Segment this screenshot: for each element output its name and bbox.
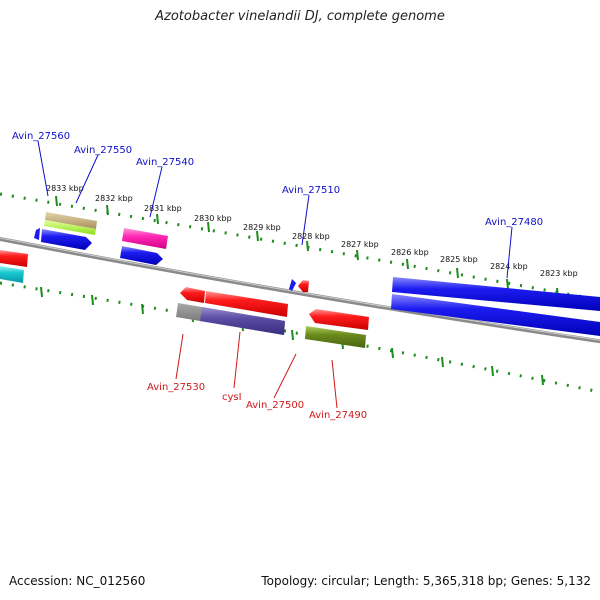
forward-gene-labels: Avin_27560 Avin_27550 Avin_27540 Avin_27… <box>12 131 543 228</box>
gene-feature[interactable] <box>0 250 28 267</box>
genome-backbone <box>0 236 600 344</box>
genome-stats: Topology: circular; Length: 5,365,318 bp… <box>261 574 591 588</box>
gene-label[interactable]: Avin_27550 <box>74 145 132 156</box>
tick-label: 2830 kbp <box>194 214 232 223</box>
gene-label[interactable]: Avin_27480 <box>485 217 543 228</box>
inner-coordinate-track <box>0 281 600 394</box>
outer-coordinate-track <box>0 192 600 302</box>
gene-feature[interactable] <box>200 307 285 335</box>
inner-major-ticks <box>40 286 544 386</box>
gene-direction-marker[interactable] <box>289 279 296 291</box>
tick-label: 2823 kbp <box>540 269 578 278</box>
gene-label[interactable]: Avin_27510 <box>282 185 340 196</box>
tick-label: 2831 kbp <box>144 204 182 213</box>
genome-title: Azotobacter vinelandii DJ, complete geno… <box>155 9 445 24</box>
gene-label[interactable]: cysI <box>222 392 242 403</box>
gene-label[interactable]: Avin_27540 <box>136 157 194 168</box>
gene-feature[interactable] <box>392 277 600 311</box>
gene-feature[interactable] <box>45 212 97 229</box>
gene-feature[interactable] <box>44 220 96 235</box>
accession-info: Accession: NC_012560 <box>9 574 146 588</box>
gene-label[interactable]: Avin_27500 <box>246 400 304 411</box>
genome-backbone-highlight <box>0 237 600 341</box>
gene-feature[interactable] <box>41 229 92 250</box>
tick-label: 2824 kbp <box>490 262 528 271</box>
gene-direction-marker[interactable] <box>34 228 40 240</box>
forward-strand-features <box>0 212 600 336</box>
gene-feature[interactable] <box>298 280 309 292</box>
tick-labels: 2833 kbp 2832 kbp 2831 kbp 2830 kbp 2829… <box>46 184 578 278</box>
tick-label: 2827 kbp <box>341 240 379 249</box>
gene-feature[interactable] <box>120 246 163 265</box>
forward-label-leaders <box>37 140 513 279</box>
reverse-label-leaders <box>175 331 338 409</box>
gene-feature[interactable] <box>180 287 205 303</box>
gene-feature[interactable] <box>391 294 600 336</box>
gene-feature[interactable] <box>122 228 168 249</box>
tick-label: 2833 kbp <box>46 184 84 193</box>
gene-label[interactable]: Avin_27560 <box>12 131 70 142</box>
gene-feature[interactable] <box>205 291 288 317</box>
tick-label: 2826 kbp <box>391 248 429 257</box>
outer-major-ticks <box>55 195 559 299</box>
tick-label: 2829 kbp <box>243 223 281 232</box>
tick-label: 2825 kbp <box>440 255 478 264</box>
gene-label[interactable]: Avin_27490 <box>309 410 367 421</box>
gene-label[interactable]: Avin_27530 <box>147 382 205 393</box>
reverse-strand-features <box>176 280 369 348</box>
gene-feature[interactable] <box>309 309 369 330</box>
tick-label: 2832 kbp <box>95 194 133 203</box>
tick-label: 2828 kbp <box>292 232 330 241</box>
gene-feature[interactable] <box>0 266 24 283</box>
gene-feature[interactable] <box>305 326 366 348</box>
reverse-gene-labels: Avin_27530 cysI Avin_27500 Avin_27490 <box>147 382 367 421</box>
